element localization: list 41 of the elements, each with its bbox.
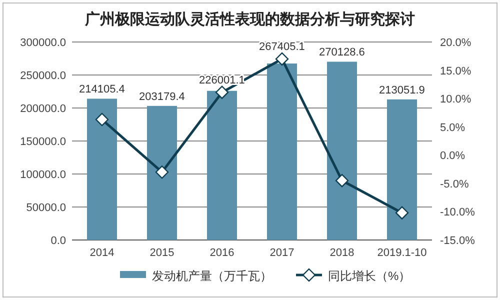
y-tick-label: 0.0: [50, 235, 66, 247]
bar: [207, 90, 237, 240]
point: [275, 52, 289, 66]
y-tick-label: 300000.0: [20, 37, 66, 49]
y2-tick-label: 5.0%: [440, 122, 466, 134]
point: [215, 86, 229, 99]
point: [335, 174, 349, 188]
point: [95, 112, 109, 126]
y-tick-label: 200000.0: [20, 103, 66, 115]
y2-tick-label: 15.0%: [440, 65, 472, 78]
x-tick-label: 2017: [270, 247, 294, 259]
y2-tick-label: -5.0%: [440, 178, 469, 190]
legend-label: 发动机产量（万千瓦）: [152, 269, 272, 283]
y2-tick-label: 20.0%: [440, 37, 472, 49]
data-label: 213051.9: [379, 84, 425, 96]
bar: [387, 99, 417, 240]
point: [395, 206, 409, 220]
y2-tick-label: 0.0%: [440, 150, 466, 162]
bar: [87, 98, 117, 240]
data-label: 203179.4: [139, 90, 185, 103]
point: [155, 166, 169, 179]
x-tick-label: 2018: [330, 247, 354, 259]
y-tick-label: 250000.0: [20, 70, 66, 82]
y-tick-label: 100000.0: [20, 169, 66, 181]
bar: [147, 106, 177, 240]
x-tick-label: 2016: [210, 247, 234, 259]
data-label: 214105.4: [79, 84, 125, 96]
x-tick-label: 2015: [150, 247, 174, 259]
bar: [267, 64, 297, 240]
x-tick-label: 2014: [90, 247, 114, 259]
data-label: 267405.1: [259, 40, 305, 53]
y2-tick-label: -15.0%: [440, 235, 476, 247]
x-tick-label: 2019.1-10: [377, 247, 427, 259]
y2-tick-label: 10.0%: [440, 94, 472, 106]
data-label: 270128.6: [319, 46, 365, 59]
y2-tick-label: -10.0%: [440, 206, 476, 219]
legend-label: 同比增长（%）: [328, 269, 411, 283]
y-tick-label: 150000.0: [20, 136, 66, 148]
chart-title: 广州极限运动队灵活性表现的数据分析与研究探讨: [84, 10, 415, 28]
y-tick-label: 50000.0: [26, 202, 66, 214]
bar: [327, 62, 357, 240]
